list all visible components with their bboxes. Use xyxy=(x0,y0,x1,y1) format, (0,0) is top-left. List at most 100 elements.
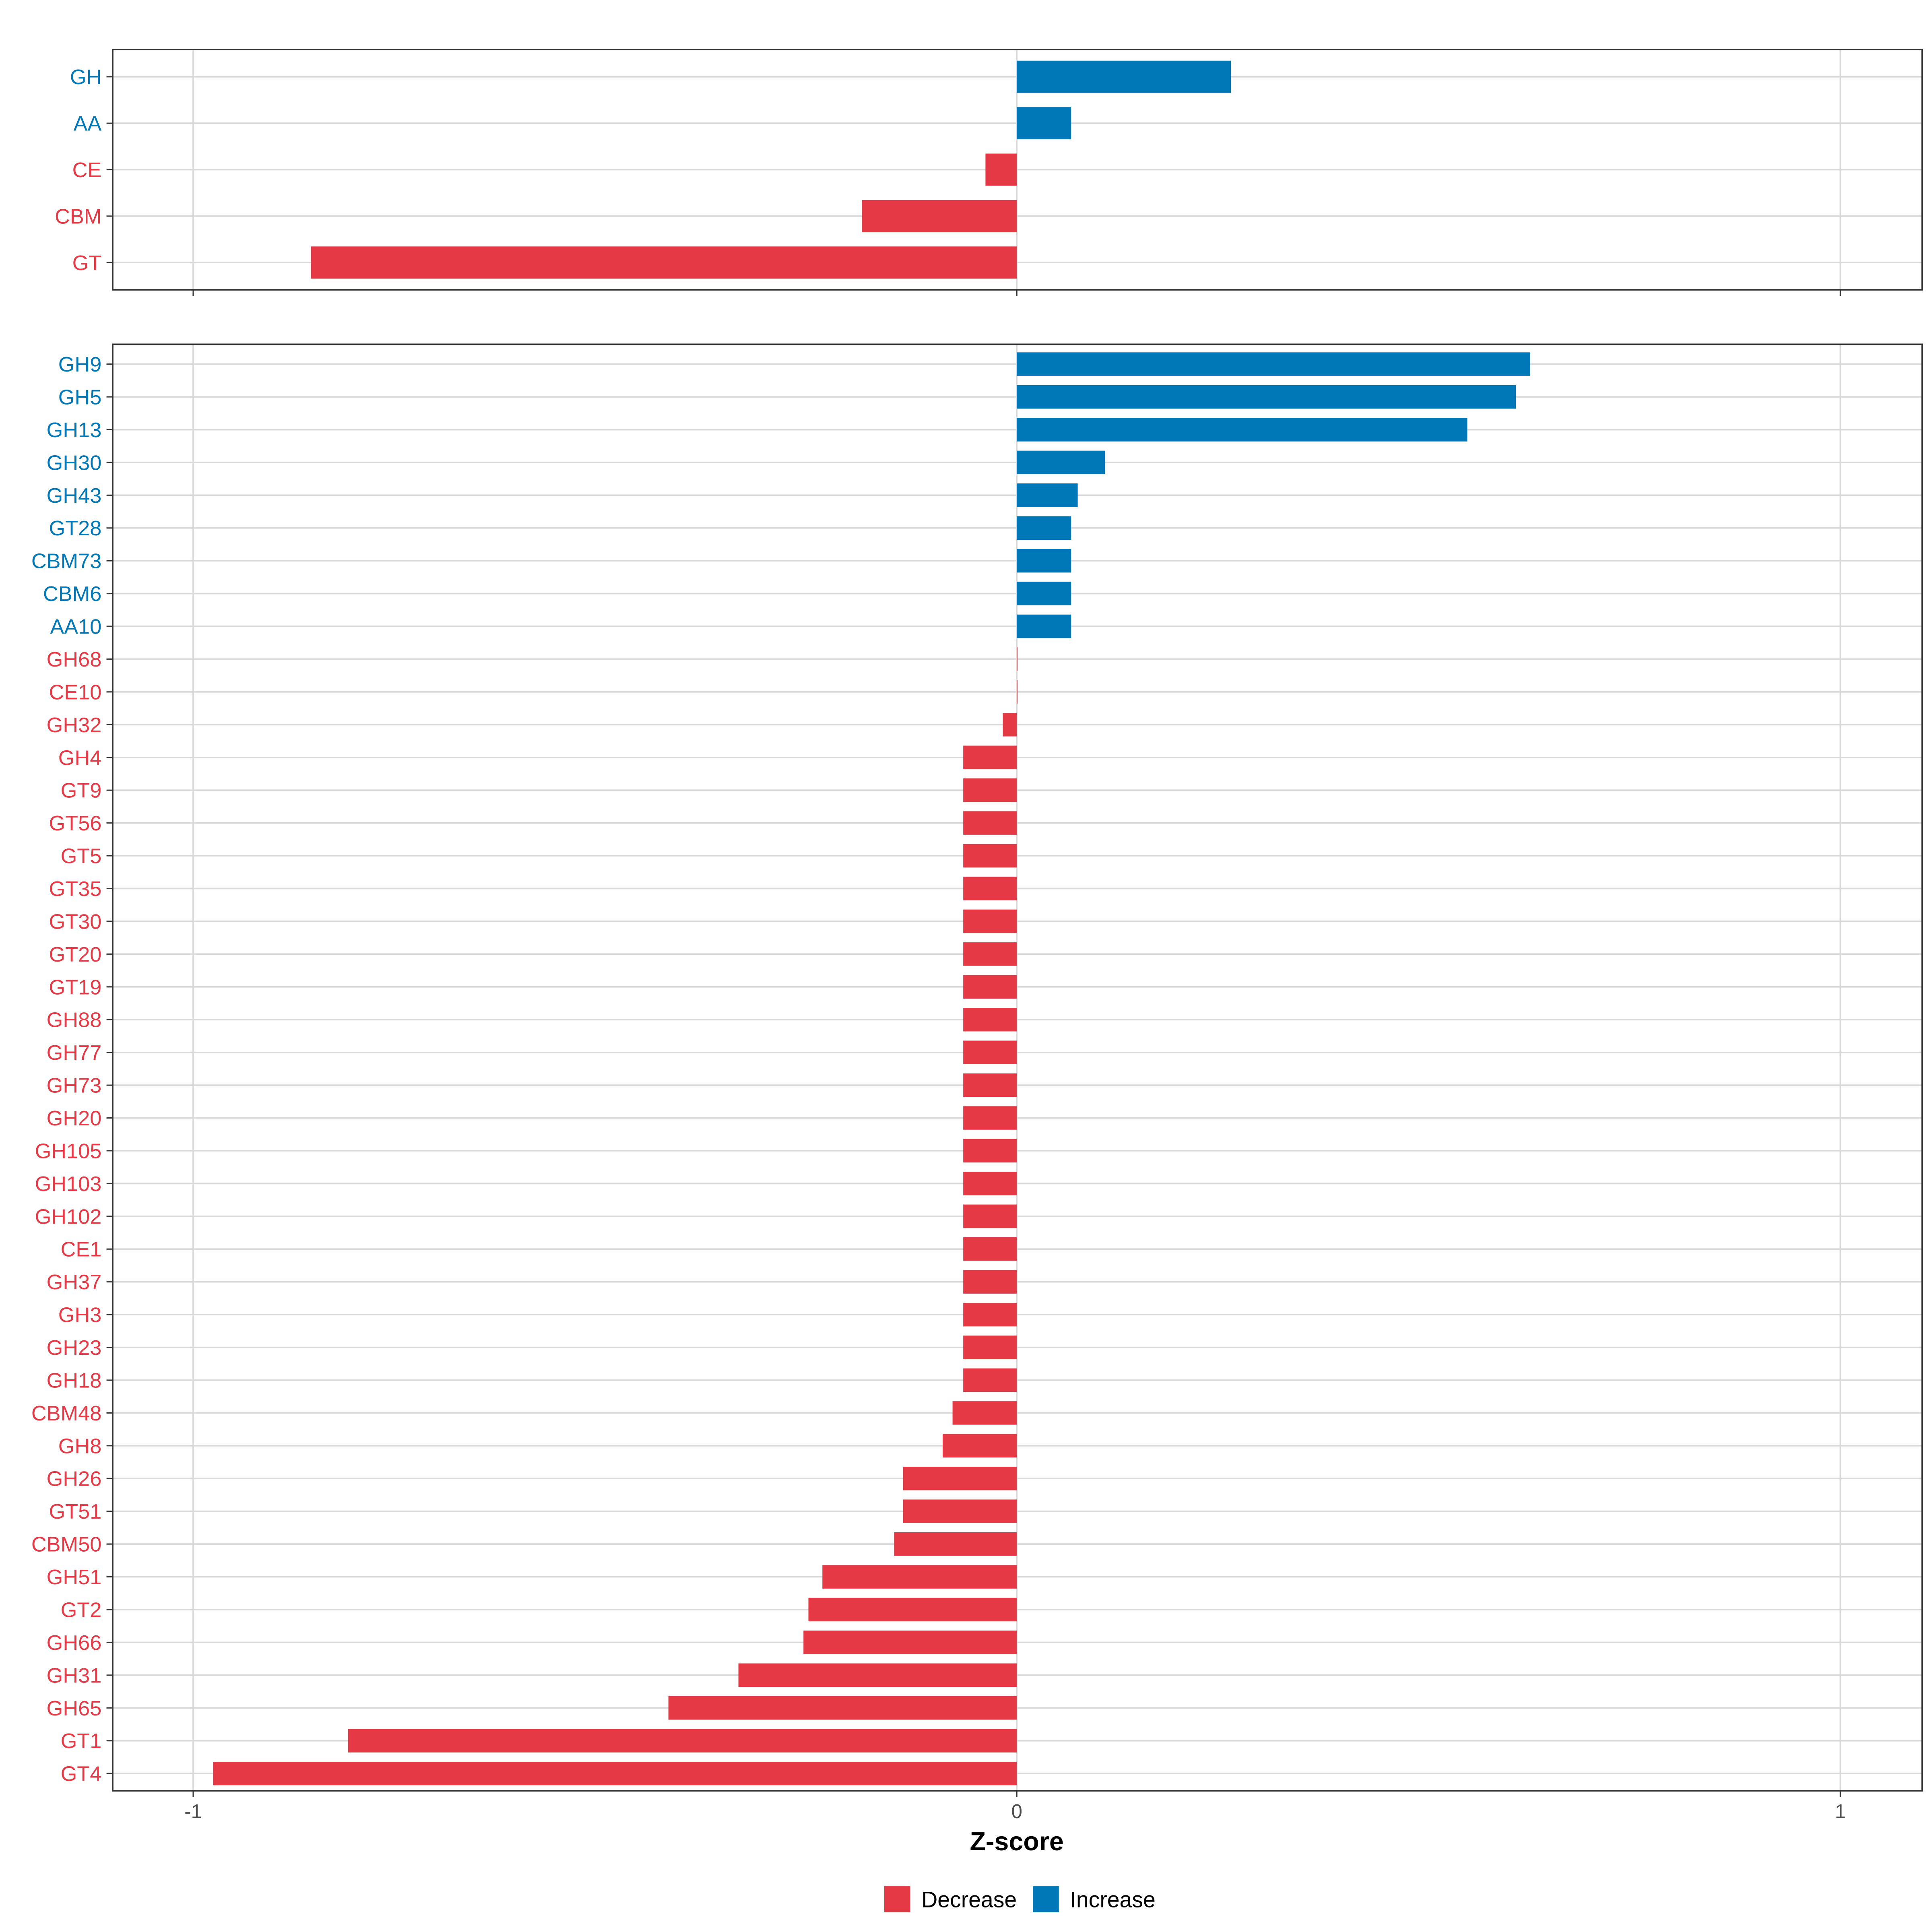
bar-GT28 xyxy=(1017,516,1071,540)
y-tick-label: GT2 xyxy=(61,1598,102,1622)
bar-GH26 xyxy=(903,1467,1017,1490)
bar-GH20 xyxy=(963,1106,1017,1130)
y-tick-label: GH65 xyxy=(47,1697,102,1720)
y-tick-label: CBM xyxy=(55,205,101,228)
bar-GH66 xyxy=(803,1631,1017,1654)
y-tick-label: GT19 xyxy=(49,976,102,999)
bar-GH37 xyxy=(963,1270,1017,1294)
legend-swatch-increase xyxy=(1033,1886,1059,1912)
y-tick-label: GH37 xyxy=(47,1271,102,1294)
y-tick-label: GH32 xyxy=(47,714,102,737)
y-tick-label: GH31 xyxy=(47,1664,102,1687)
bar-GT4 xyxy=(213,1761,1017,1785)
panel-class-level: GH AA CE CBM GT xyxy=(55,49,1923,296)
y-tick-label: GH9 xyxy=(58,353,102,376)
y-tick-label: GT5 xyxy=(61,845,102,868)
y-tick-label: GT56 xyxy=(49,812,102,835)
bar-GH xyxy=(1017,60,1231,93)
y-tick-label: GT9 xyxy=(61,779,102,803)
y-tick-label: GH51 xyxy=(47,1566,102,1589)
legend-swatch-decrease xyxy=(884,1886,910,1912)
bar-GT19 xyxy=(963,975,1017,999)
y-tick-label: GH66 xyxy=(47,1631,102,1655)
bar-GT56 xyxy=(963,811,1017,835)
bar-GT35 xyxy=(963,877,1017,900)
y-tick-label: CBM48 xyxy=(31,1402,101,1425)
y-tick-label: GH8 xyxy=(58,1435,102,1458)
y-tick-label: GH30 xyxy=(47,451,102,475)
y-tick-label: GT xyxy=(72,252,102,275)
y-tick-label: GT28 xyxy=(49,517,102,540)
y-tick-label: CE10 xyxy=(49,681,101,704)
bar-GH88 xyxy=(963,1008,1017,1032)
bar-CE10 xyxy=(1017,680,1018,704)
bar-CBM48 xyxy=(952,1401,1017,1425)
bar-GH8 xyxy=(943,1434,1017,1458)
x-axis-title: Z-score xyxy=(970,1827,1063,1856)
x-tick-label: 1 xyxy=(1835,1800,1846,1823)
y-tick-label: GT4 xyxy=(61,1763,102,1786)
y-tick-label: GT35 xyxy=(49,877,102,901)
y-tick-label: AA10 xyxy=(50,615,101,639)
bar-GT51 xyxy=(903,1499,1017,1523)
bar-GT20 xyxy=(963,942,1017,966)
bar-GH32 xyxy=(1003,713,1017,737)
bar-GH43 xyxy=(1017,483,1078,507)
y-tick-label: GH20 xyxy=(47,1107,102,1130)
legend-label-decrease: Decrease xyxy=(921,1887,1017,1912)
bar-GH31 xyxy=(738,1663,1017,1687)
bar-GT30 xyxy=(963,909,1017,933)
y-tick-label: GH3 xyxy=(58,1304,102,1327)
bar-GH51 xyxy=(822,1565,1017,1589)
bar-CBM50 xyxy=(894,1532,1017,1556)
bar-AA10 xyxy=(1017,614,1071,638)
bar-GH65 xyxy=(668,1696,1017,1720)
bar-GT2 xyxy=(808,1598,1017,1622)
y-tick-label: GH18 xyxy=(47,1369,102,1392)
bar-CE1 xyxy=(963,1237,1017,1261)
y-tick-label: GT1 xyxy=(61,1730,102,1753)
y-tick-label: GH26 xyxy=(47,1468,102,1491)
y-tick-label: GH5 xyxy=(58,386,102,409)
bar-GH3 xyxy=(963,1302,1017,1327)
y-tick-label: CBM73 xyxy=(31,550,101,573)
y-tick-label: GH4 xyxy=(58,746,102,770)
y-tick-label: GH43 xyxy=(47,484,102,508)
y-tick-label: GT20 xyxy=(49,943,102,966)
bar-GT5 xyxy=(963,844,1017,868)
bar-GH102 xyxy=(963,1204,1017,1228)
y-tick-label: GH23 xyxy=(47,1336,102,1360)
bar-GH23 xyxy=(963,1335,1017,1359)
bar-GT xyxy=(311,246,1017,279)
y-tick-label: GH xyxy=(70,66,101,89)
bar-CBM73 xyxy=(1017,549,1071,573)
bar-GH77 xyxy=(963,1040,1017,1064)
legend-label-increase: Increase xyxy=(1070,1887,1155,1912)
bar-GT9 xyxy=(963,778,1017,802)
y-tick-label: GH73 xyxy=(47,1074,102,1098)
y-tick-label: CBM6 xyxy=(43,582,101,606)
bar-GH13 xyxy=(1017,418,1468,442)
bar-CBM6 xyxy=(1017,582,1071,605)
y-tick-label: GH88 xyxy=(47,1009,102,1032)
y-tick-label: CE xyxy=(72,159,102,182)
bar-GH18 xyxy=(963,1368,1017,1392)
bar-CE xyxy=(985,153,1017,186)
x-tick-label: -1 xyxy=(184,1800,202,1823)
bar-GH9 xyxy=(1017,352,1530,376)
bar-GH105 xyxy=(963,1139,1017,1163)
bar-GH4 xyxy=(963,745,1017,770)
y-tick-label: GH77 xyxy=(47,1041,102,1065)
x-tick-label: 0 xyxy=(1011,1800,1022,1823)
bar-AA xyxy=(1017,107,1071,140)
bar-GH5 xyxy=(1017,385,1516,409)
y-tick-label: GH103 xyxy=(35,1172,102,1196)
bar-GH68 xyxy=(1017,647,1018,671)
y-tick-label: GH13 xyxy=(47,419,102,442)
y-tick-label: GH105 xyxy=(35,1139,102,1163)
bar-GH103 xyxy=(963,1172,1017,1195)
panel-family-level: GH9GH5GH13GH30GH43GT28CBM73CBM6AA10GH68C… xyxy=(31,343,1923,1823)
bar-GT1 xyxy=(348,1729,1017,1752)
y-tick-label: CE1 xyxy=(61,1238,102,1261)
